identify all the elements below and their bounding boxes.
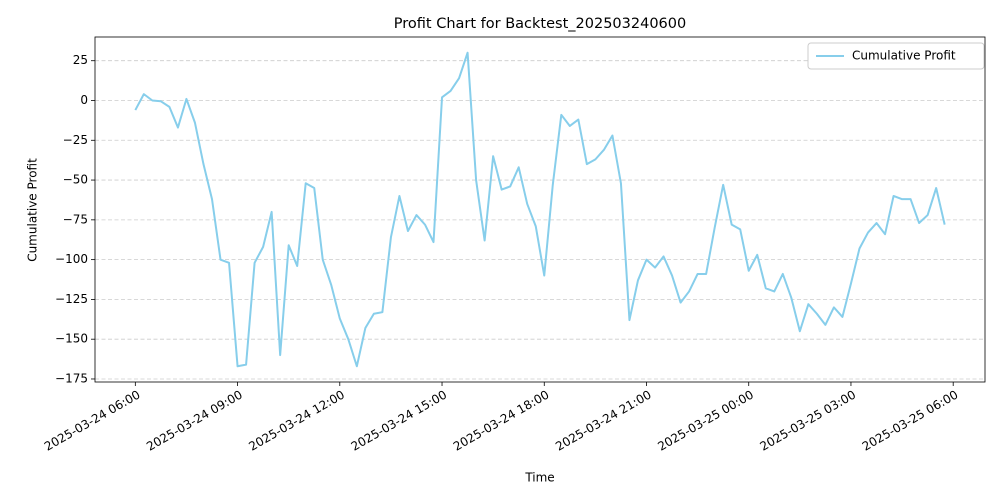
x-tick-label: 2025-03-24 15:00: [349, 388, 450, 454]
x-tick-label: 2025-03-24 18:00: [451, 388, 552, 454]
y-tick-label: −125: [55, 292, 88, 306]
y-tick-label: −25: [63, 133, 88, 147]
y-tick-label: 0: [80, 93, 88, 107]
x-tick-label: 2025-03-24 12:00: [246, 388, 347, 454]
y-tick-label: 25: [73, 53, 88, 67]
y-tick-label: −50: [63, 173, 88, 187]
y-tick-label: −150: [55, 332, 88, 346]
x-tick-label: 2025-03-25 00:00: [655, 388, 756, 454]
legend-box: [807, 42, 985, 70]
x-tick-label: 2025-03-24 06:00: [42, 388, 143, 454]
x-tick-label: 2025-03-24 09:00: [144, 388, 245, 454]
x-tick-label: 2025-03-25 06:00: [860, 388, 961, 454]
y-tick-label: −75: [63, 212, 88, 226]
y-tick-label: −175: [55, 371, 88, 385]
y-tick-label: −100: [55, 252, 88, 266]
chart-title: Profit Chart for Backtest_202503240600: [394, 16, 686, 32]
x-axis-label: Time: [524, 471, 554, 485]
legend-label: Cumulative Profit: [852, 49, 956, 63]
x-tick-label: 2025-03-24 21:00: [553, 388, 654, 454]
x-tick-label: 2025-03-25 03:00: [758, 388, 859, 454]
y-axis-label: Cumulative Profit: [26, 158, 40, 262]
plot-frame: [94, 36, 986, 383]
line: [134, 51, 946, 368]
